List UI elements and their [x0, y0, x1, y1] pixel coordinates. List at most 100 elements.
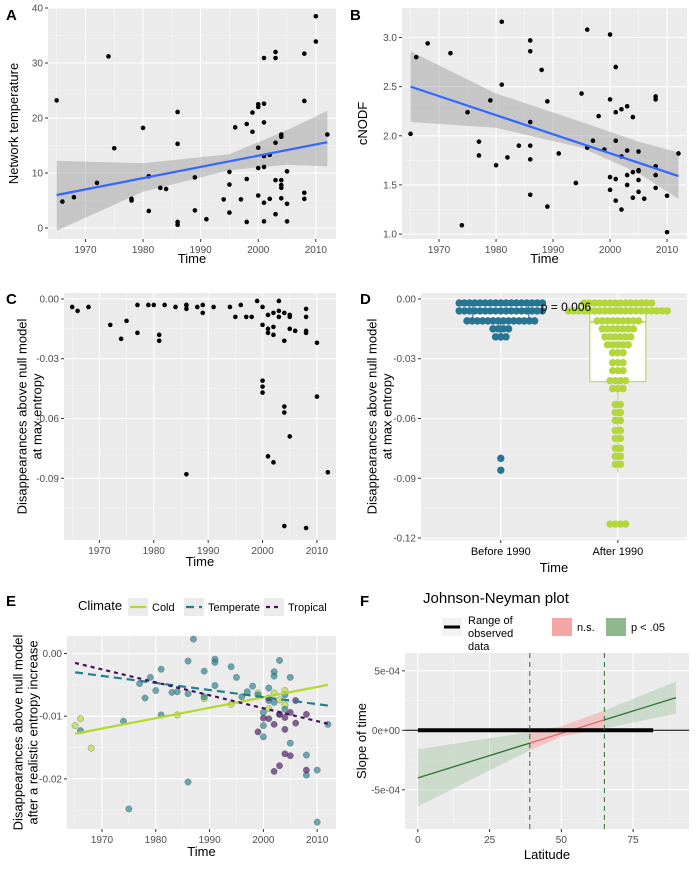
panel-b-data-point: [664, 229, 670, 235]
panel-d-dot: [478, 317, 487, 325]
panel-d-dot: [608, 317, 617, 325]
panel-c-data-point: [118, 336, 124, 342]
panel-a-data-point: [227, 182, 232, 187]
panel-d-dot: [627, 299, 635, 307]
panel-f-letter: F: [360, 593, 369, 610]
panel-e-data-point-temperate: [260, 709, 267, 716]
panel-a-data-point: [106, 54, 111, 59]
panel-d-dot: [619, 349, 627, 357]
panel-a-data-point: [158, 185, 163, 191]
panel-d-dot: [528, 307, 536, 315]
panel-e-tick-label-x: 1990: [198, 835, 221, 846]
panel-a-data-point: [261, 164, 267, 170]
panel-a-data-point: [175, 222, 180, 227]
panel-b-data-point: [488, 98, 493, 103]
panel-b: B cNODF 1970 1980 1990 2000 2010 1.0 1.5 2.0 2.5…: [350, 7, 687, 266]
panel-d-ylabel-line: at max entropy: [380, 373, 395, 459]
panel-b-data-point: [527, 119, 533, 125]
panel-d-dot: [471, 299, 479, 307]
panel-b-tick-label-y: 1.5: [383, 180, 397, 191]
panel-a-data-point: [261, 55, 267, 61]
panel-d-dot: [619, 341, 627, 349]
panel-a-data-point: [250, 110, 255, 115]
panel-d-dot: [611, 426, 619, 435]
panel-d-dot: [595, 299, 604, 307]
panel-a-data-point: [129, 198, 134, 203]
panel-b-data-point: [499, 82, 505, 87]
panel-d-dot: [517, 307, 526, 315]
panel-d-letter: D: [360, 291, 371, 308]
panel-c-ylabel-line: Disappearances above null model: [15, 318, 30, 514]
panel-e: E Climate Cold Temperate Tropical Disappear…: [6, 593, 336, 859]
panel-d-dot: [491, 333, 500, 341]
panel-d-dot: [611, 408, 619, 417]
panel-e-data-point-tropical: [254, 728, 262, 736]
panel-d-dot: [608, 366, 617, 375]
panel-c-data-point: [303, 306, 309, 312]
panel-c-ylabel-line: at max entropy: [30, 373, 45, 459]
panel-b-data-point: [624, 182, 630, 188]
panel-a-data-point: [192, 208, 198, 213]
panel-b-trend-line: [410, 85, 679, 178]
panel-d-dot: [611, 416, 619, 425]
panel-d-dot: [491, 307, 500, 315]
panel-d-dot: [642, 307, 651, 315]
panel-a-data-point: [175, 141, 180, 147]
panel-e-data-point-temperate: [200, 667, 208, 675]
panel-b-data-point: [413, 54, 419, 60]
panel-b-data-point: [505, 155, 510, 160]
panel-d-dot: [497, 333, 505, 341]
panel-e-data-point-temperate: [184, 778, 192, 786]
panel-c-tick-label-x: 1990: [197, 546, 220, 557]
panel-d-dot: [494, 317, 502, 325]
panel-d-dot: [611, 452, 619, 461]
panel-e-data-point-temperate: [281, 705, 289, 713]
panel-a-xlabel: Time: [178, 251, 206, 266]
panel-d-dot: [614, 325, 622, 333]
panel-b-data-point: [584, 27, 590, 32]
panel-a-data-point: [146, 208, 152, 214]
panel-e-legend-label: Tropical: [288, 602, 327, 614]
panel-c-data-point: [243, 314, 249, 320]
panel-b-ylabel: cNODF: [355, 102, 370, 145]
panel-d-dot: [512, 307, 521, 315]
panel-a-data-point: [267, 196, 273, 202]
panel-c-data-point: [282, 310, 287, 316]
panel-c-data-point: [200, 310, 206, 316]
panel-d-dot: [629, 317, 638, 325]
panel-d-dot: [481, 299, 489, 307]
panel-a-ylabel-text: Network temperature: [6, 63, 21, 184]
panel-f-tick-label-y: 5e-04: [374, 666, 400, 677]
panel-e-data-point-temperate: [147, 674, 154, 681]
panel-b-tick-label-y: 2.5: [383, 82, 397, 93]
panel-a-data-point: [284, 169, 290, 174]
panel-b-data-point: [676, 151, 681, 156]
panel-e-data-point-temperate: [260, 722, 267, 729]
panel-a-data-point: [273, 140, 278, 146]
panel-d-dot: [590, 299, 599, 307]
panel-e-data-point-temperate: [313, 766, 321, 774]
panel-c-tick-label-y: -0.09: [36, 474, 59, 485]
panel-c-data-point: [287, 326, 293, 332]
panel-e-data-point-temperate: [157, 665, 165, 673]
panel-a-data-point: [302, 190, 307, 196]
panel-d-dot: [463, 317, 471, 325]
panel-d-dot: [580, 299, 588, 307]
panel-d-dot: [621, 376, 630, 385]
panel-f-ylabel-line: Slope of time: [354, 703, 369, 779]
panel-e-data-point-temperate: [286, 739, 294, 747]
panel-c-data-point: [86, 304, 91, 310]
panel-d-tick-label-y: -0.12: [393, 534, 416, 545]
panel-a-trend-line: [56, 141, 328, 197]
panel-a-data-point: [273, 211, 278, 217]
panel-b-data-point: [607, 187, 613, 193]
panel-d-dot: [616, 426, 625, 435]
panel-a-data-point: [232, 125, 238, 130]
panel-d-dot: [614, 366, 622, 375]
panel-d-dot: [525, 317, 534, 325]
panel-c-tick-label-x: 1970: [88, 546, 111, 557]
panel-c-data-point: [303, 525, 309, 531]
panel-c-data-point: [282, 404, 287, 409]
panel-e-data-point-temperate: [233, 674, 240, 681]
panel-d-dot: [520, 317, 528, 325]
